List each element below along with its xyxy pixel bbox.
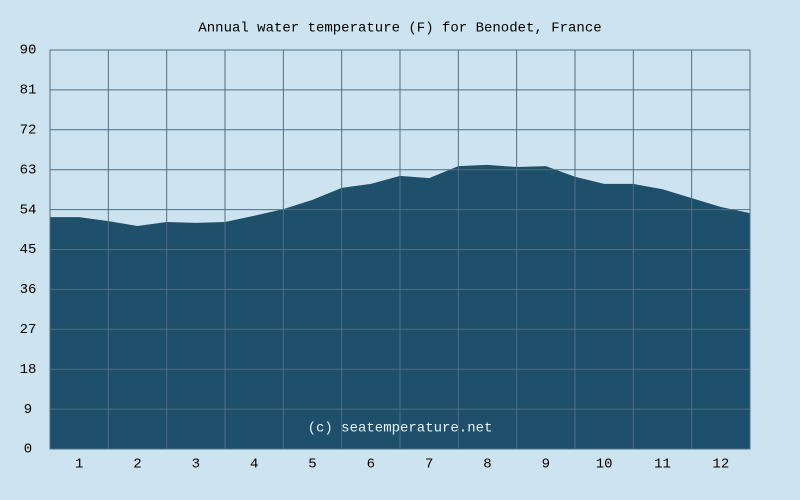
y-tick-label: 81 <box>20 83 37 99</box>
x-tick-label: 10 <box>596 457 613 473</box>
y-tick-label: 18 <box>20 362 37 378</box>
x-tick-label: 2 <box>133 457 141 473</box>
y-tick-label: 54 <box>20 202 37 218</box>
chart-title: Annual water temperature (F) for Benodet… <box>198 21 601 37</box>
x-tick-label: 3 <box>192 457 200 473</box>
y-tick-label: 36 <box>20 282 37 298</box>
y-tick-label: 27 <box>20 322 37 338</box>
x-tick-label: 6 <box>367 457 375 473</box>
y-tick-label: 90 <box>20 43 37 59</box>
x-tick-label: 8 <box>483 457 491 473</box>
y-tick-label: 72 <box>20 123 37 139</box>
y-tick-label: 9 <box>24 402 32 418</box>
y-tick-label: 45 <box>20 242 37 258</box>
y-tick-label: 0 <box>24 442 32 458</box>
x-tick-label: 5 <box>308 457 316 473</box>
x-tick-label: 12 <box>712 457 729 473</box>
x-tick-label: 9 <box>542 457 550 473</box>
x-tick-label: 11 <box>654 457 671 473</box>
x-tick-label: 7 <box>425 457 433 473</box>
x-tick-label: 1 <box>75 457 83 473</box>
plot-frame <box>49 49 751 450</box>
y-tick-label: 63 <box>20 162 37 178</box>
x-tick-label: 4 <box>250 457 258 473</box>
annotation: (c) seatemperature.net <box>308 421 493 437</box>
